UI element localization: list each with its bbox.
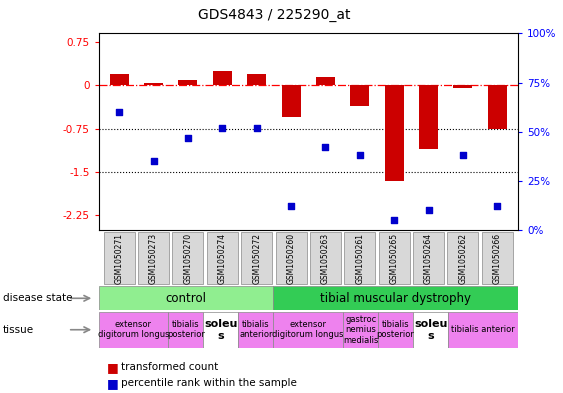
Text: GSM1050270: GSM1050270 [184, 233, 193, 284]
Bar [99, 312, 168, 348]
Point [424, 207, 433, 213]
Bar [345, 232, 376, 285]
Bar [310, 232, 341, 285]
Text: control: control [166, 292, 207, 305]
Bar [413, 232, 444, 285]
Bar [144, 83, 163, 85]
Point [218, 125, 227, 131]
Point [390, 217, 399, 223]
Bar [178, 80, 198, 85]
Bar [343, 312, 378, 348]
Bar [238, 312, 273, 348]
Text: GSM1050264: GSM1050264 [424, 233, 433, 284]
Bar [419, 85, 438, 149]
Bar [378, 312, 413, 348]
Text: GSM1050261: GSM1050261 [355, 233, 364, 284]
Point [252, 125, 261, 131]
Bar [247, 74, 266, 85]
Bar [316, 77, 335, 85]
Bar [207, 232, 238, 285]
Text: GDS4843 / 225290_at: GDS4843 / 225290_at [198, 7, 351, 22]
Bar [110, 74, 128, 85]
Text: GSM1050273: GSM1050273 [149, 233, 158, 284]
Text: tibialis anterior: tibialis anterior [451, 325, 515, 334]
Point [493, 203, 502, 209]
Text: soleu
s: soleu s [414, 319, 447, 340]
Text: GSM1050262: GSM1050262 [458, 233, 467, 284]
Bar [104, 232, 135, 285]
Bar [138, 232, 169, 285]
Point [458, 152, 467, 158]
Text: tibialis
posterior: tibialis posterior [377, 320, 414, 340]
Text: extensor
digitorum longus: extensor digitorum longus [272, 320, 344, 340]
Bar [172, 232, 203, 285]
Text: soleu
s: soleu s [204, 319, 238, 340]
Text: disease state: disease state [3, 293, 72, 303]
Bar [168, 312, 203, 348]
Text: ■: ■ [107, 376, 119, 390]
Bar [454, 85, 472, 88]
Text: GSM1050265: GSM1050265 [390, 233, 399, 284]
Bar [273, 312, 343, 348]
Bar [99, 286, 273, 310]
Bar [282, 85, 301, 117]
Text: tibial muscular dystrophy: tibial muscular dystrophy [320, 292, 471, 305]
Bar [482, 232, 513, 285]
Text: GSM1050260: GSM1050260 [287, 233, 296, 284]
Text: GSM1050271: GSM1050271 [115, 233, 124, 284]
Point [321, 144, 330, 151]
Bar [213, 71, 232, 85]
Text: tibialis
anterior: tibialis anterior [239, 320, 272, 340]
Bar [385, 85, 404, 181]
Bar [241, 232, 272, 285]
Point [184, 134, 193, 141]
Point [355, 152, 364, 158]
Bar [413, 312, 448, 348]
Point [149, 158, 158, 164]
Bar [488, 85, 507, 129]
Text: ■: ■ [107, 361, 119, 374]
Bar [448, 312, 518, 348]
Point [115, 109, 124, 115]
Bar [448, 232, 479, 285]
Text: extensor
digitorum longus: extensor digitorum longus [98, 320, 169, 340]
Point [287, 203, 296, 209]
Text: gastroc
nemius
medialis: gastroc nemius medialis [343, 315, 378, 345]
Bar [379, 232, 410, 285]
Text: tissue: tissue [3, 325, 34, 335]
Text: GSM1050263: GSM1050263 [321, 233, 330, 284]
Text: tibialis
posterior: tibialis posterior [167, 320, 205, 340]
Text: transformed count: transformed count [121, 362, 218, 373]
Text: GSM1050272: GSM1050272 [252, 233, 261, 284]
Text: percentile rank within the sample: percentile rank within the sample [121, 378, 297, 388]
Bar [275, 232, 306, 285]
Text: GSM1050266: GSM1050266 [493, 233, 502, 284]
Bar [350, 85, 369, 106]
Text: GSM1050274: GSM1050274 [218, 233, 227, 284]
Bar [203, 312, 238, 348]
Bar [273, 286, 518, 310]
